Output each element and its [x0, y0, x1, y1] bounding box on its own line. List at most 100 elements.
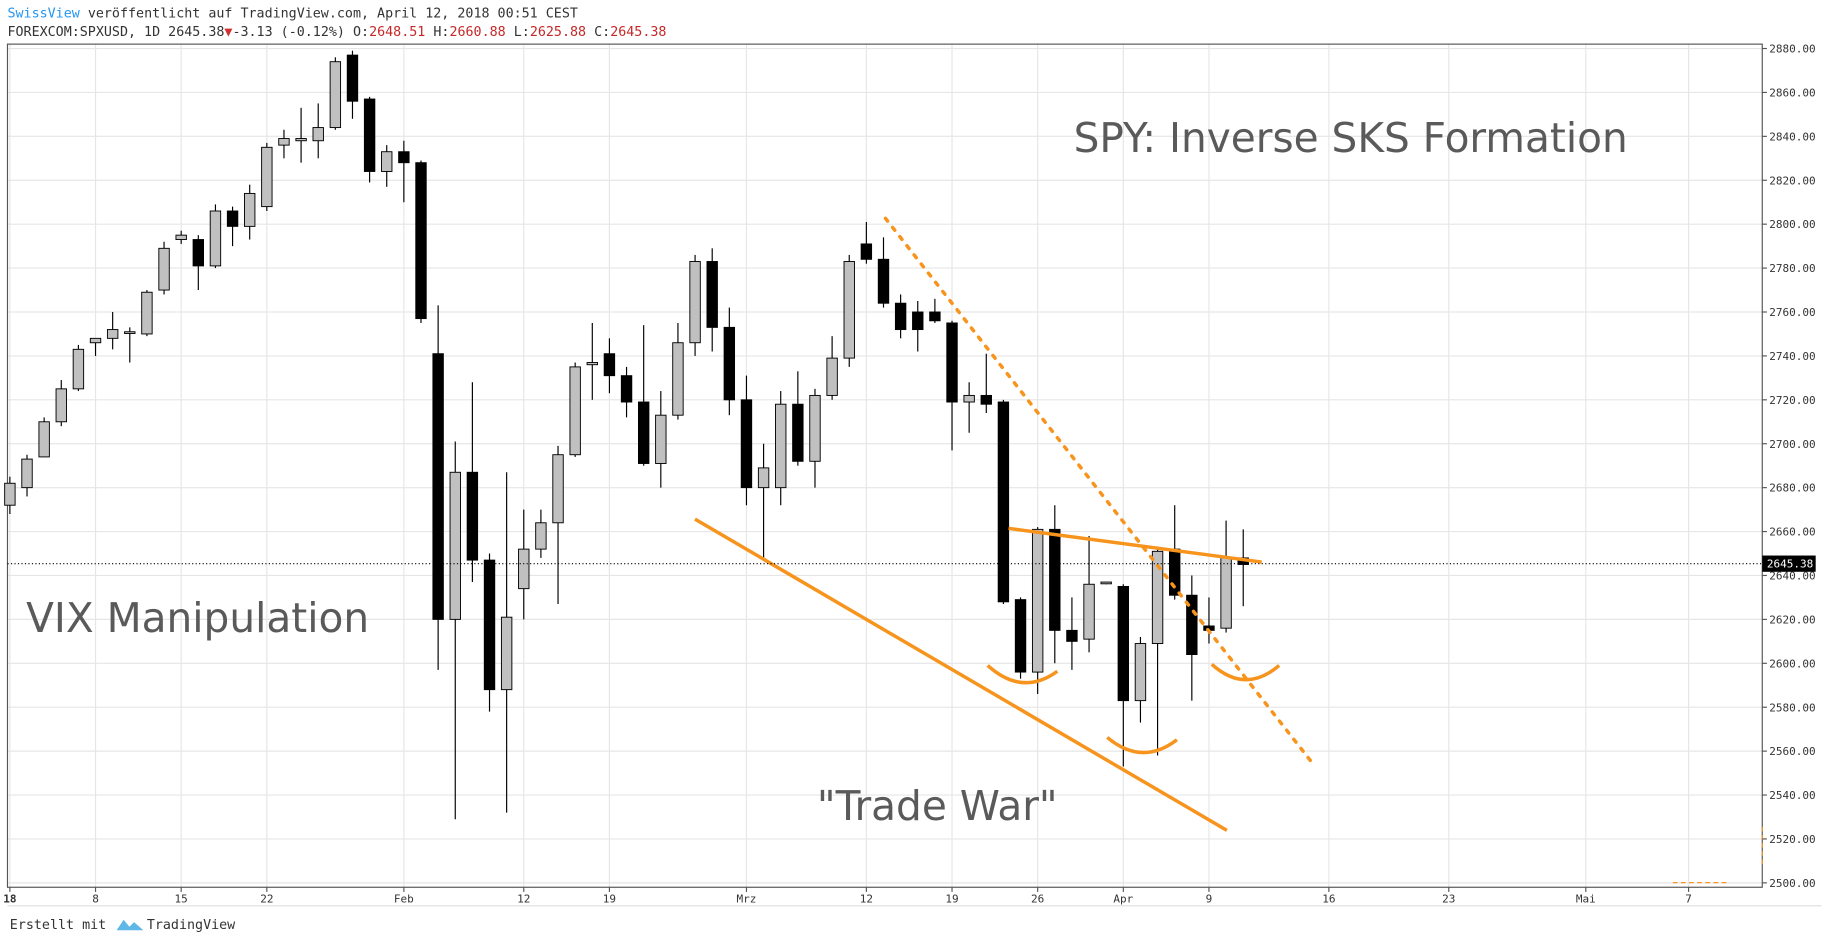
- candle-body: [792, 403, 804, 462]
- y-tick-label: 2720.00: [1769, 394, 1815, 407]
- o-value: 2648.51: [369, 25, 425, 40]
- plot-frame: [6, 43, 1763, 888]
- brand[interactable]: TradingView: [147, 918, 236, 933]
- y-tick-label: 2540.00: [1769, 789, 1815, 802]
- candle-body: [569, 366, 581, 456]
- candle-body: [449, 471, 461, 620]
- x-tick-label: Feb: [394, 892, 414, 905]
- x-tick-label: 23: [1442, 892, 1455, 905]
- y-tick-label: 2620.00: [1769, 613, 1815, 626]
- candle-body: [483, 559, 496, 691]
- x-tick-label: 18: [3, 892, 16, 905]
- candle-body: [226, 210, 239, 227]
- right-shoulder: [1210, 662, 1281, 682]
- y-tick-label: 2640.00: [1769, 570, 1815, 583]
- x-tick-label: 19: [945, 892, 958, 905]
- y-tick-label: 2740.00: [1769, 350, 1815, 363]
- y-tick-label: 2840.00: [1769, 130, 1815, 143]
- candle-body: [757, 467, 770, 489]
- y-tick-label: 2680.00: [1769, 482, 1815, 495]
- candle-body: [175, 234, 187, 241]
- candle-body: [723, 326, 736, 401]
- candle-body: [141, 291, 153, 335]
- candle-body: [655, 414, 667, 464]
- y-tick-label: 2520.00: [1769, 833, 1815, 846]
- candle-body: [912, 311, 924, 331]
- candle-body: [586, 362, 598, 366]
- author[interactable]: SwissView: [7, 6, 80, 21]
- made-with: Erstellt mit: [10, 918, 106, 933]
- x-tick-label: Apr: [1113, 892, 1133, 905]
- candle-body: [55, 388, 67, 423]
- candle-body: [929, 311, 941, 322]
- candle-body: [1151, 550, 1164, 645]
- candle-body: [1083, 583, 1095, 640]
- y-tick-label: 2600.00: [1769, 657, 1815, 670]
- candle-body: [1186, 594, 1198, 655]
- candle-body: [278, 138, 290, 146]
- candle-body: [689, 261, 701, 344]
- x-tick-label: 7: [1685, 892, 1692, 905]
- x-tick-label: 12: [860, 892, 873, 905]
- candle-body: [38, 421, 50, 458]
- candle-body: [466, 471, 479, 561]
- candle-body: [894, 302, 907, 331]
- x-tick-label: Mai: [1576, 892, 1596, 905]
- y-tick-label: 2660.00: [1769, 526, 1815, 539]
- candle-body: [312, 127, 324, 142]
- candle-body: [261, 146, 273, 208]
- candle-body: [1049, 528, 1061, 631]
- candle-body: [244, 192, 256, 227]
- c-label: C:: [594, 25, 610, 40]
- candle-body: [381, 151, 393, 172]
- down-arrow: ▼: [224, 25, 232, 40]
- y-tick-label: 2560.00: [1769, 745, 1815, 758]
- candle-body: [209, 210, 222, 267]
- trend-line: [694, 517, 1228, 832]
- candle-body: [415, 162, 427, 320]
- candle-body: [72, 348, 85, 390]
- candles: [4, 50, 1249, 820]
- change: -3.13 (-0.12%): [232, 25, 344, 40]
- candle-body: [877, 258, 890, 304]
- symbol: FOREXCOM:SPXUSD, 1D: [7, 25, 160, 40]
- x-tick-label: 26: [1031, 892, 1044, 905]
- x-tick-label: Mrz: [737, 892, 757, 905]
- symbol-line: FOREXCOM:SPXUSD, 1D 2645.38▼-3.13 (-0.12…: [7, 25, 666, 40]
- candle-body: [192, 239, 205, 267]
- annotation: "Trade War": [817, 782, 1058, 830]
- candle-body: [603, 353, 616, 377]
- candle-body: [946, 322, 958, 403]
- y-tick-label: 2500.00: [1769, 877, 1815, 890]
- candle-body: [1134, 643, 1147, 702]
- candle-body: [740, 399, 753, 489]
- candle-body: [672, 342, 684, 416]
- candle-body: [4, 482, 16, 506]
- candle-body: [809, 394, 821, 462]
- candle-body: [552, 454, 564, 524]
- y-tick-label: 2760.00: [1769, 306, 1815, 319]
- y-tick-label: 2800.00: [1769, 218, 1815, 231]
- x-tick-label: 19: [603, 892, 616, 905]
- candle-body: [706, 261, 718, 328]
- candle-body: [21, 458, 33, 489]
- candle-body: [1014, 599, 1027, 673]
- brand-logo: [116, 919, 144, 931]
- candle-body: [295, 138, 307, 142]
- l-label: L:: [514, 25, 530, 40]
- y-tick-label: 2860.00: [1769, 86, 1815, 99]
- candle-body: [398, 151, 410, 164]
- y-tick-label: 2780.00: [1769, 262, 1815, 275]
- published: veröffentlicht auf TradingView.com, Apri…: [88, 6, 578, 21]
- candle-body: [363, 98, 376, 172]
- price-tag: [1762, 555, 1816, 572]
- candle-body: [346, 54, 359, 102]
- candle-body: [1100, 581, 1112, 585]
- neckline: [1008, 526, 1262, 564]
- candle-body: [329, 61, 342, 129]
- candle-body: [860, 243, 873, 260]
- candle-body: [1031, 528, 1044, 673]
- x-tick-label: 9: [1206, 892, 1213, 905]
